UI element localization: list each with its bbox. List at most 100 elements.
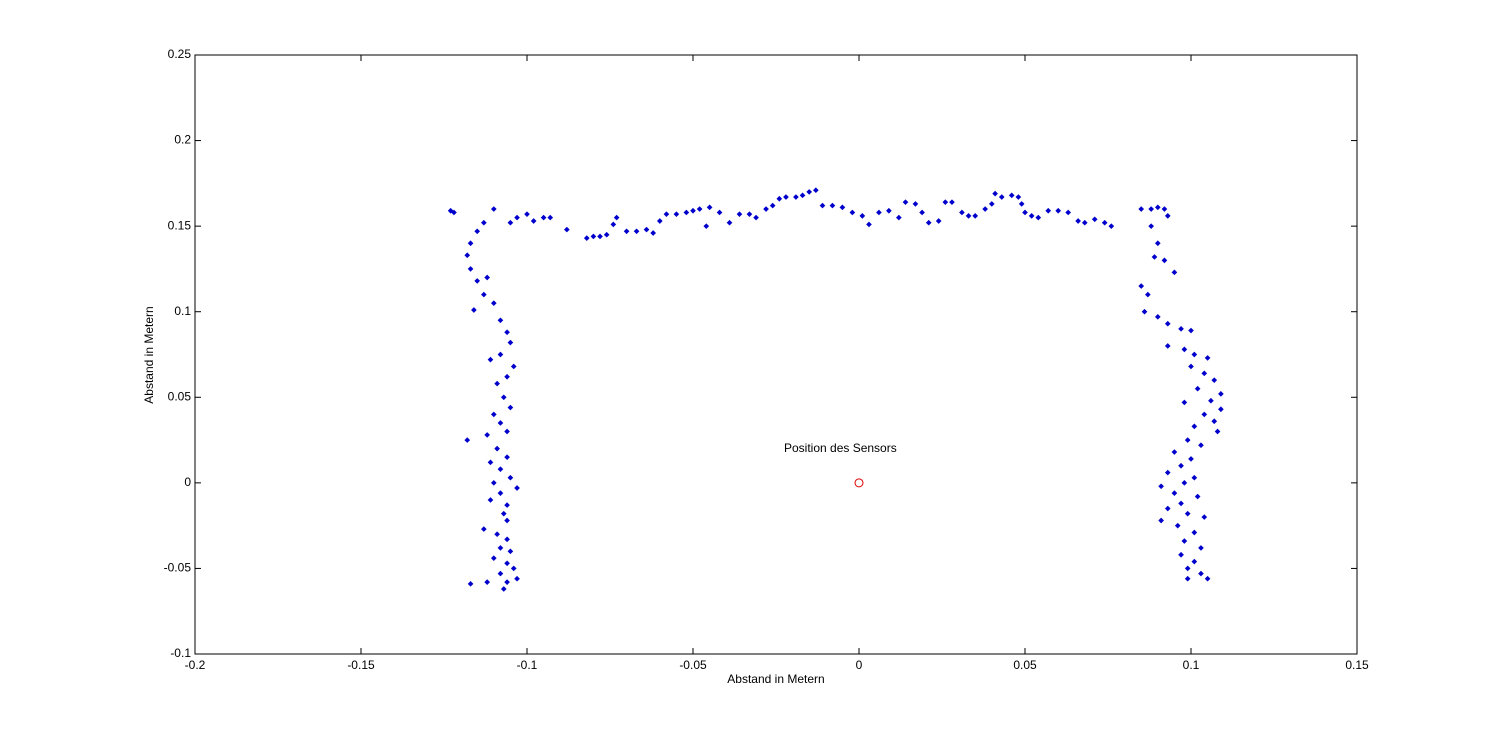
point (1075, 218, 1081, 224)
point (1194, 493, 1201, 500)
point (1164, 505, 1171, 512)
point (1141, 308, 1148, 315)
point (1178, 326, 1184, 332)
point (484, 432, 490, 438)
point (1164, 320, 1171, 327)
point (988, 201, 995, 207)
point (736, 211, 743, 217)
point (1188, 456, 1194, 462)
point (1201, 514, 1208, 520)
point (1171, 269, 1178, 276)
point (481, 291, 487, 298)
point (1022, 209, 1028, 216)
point (490, 300, 497, 306)
point (1161, 206, 1168, 212)
point (998, 194, 1005, 200)
point (487, 356, 494, 363)
point (1055, 207, 1062, 214)
point (1198, 545, 1204, 551)
point (1015, 194, 1022, 200)
point (1178, 462, 1184, 469)
point (481, 526, 487, 532)
point (1154, 314, 1161, 320)
point (776, 195, 783, 202)
point (1148, 223, 1154, 229)
point (590, 233, 597, 240)
sensor-point (854, 478, 864, 488)
point (965, 213, 972, 219)
point (650, 230, 656, 236)
point (849, 209, 856, 216)
point (497, 466, 504, 472)
point (514, 575, 520, 582)
point (1091, 216, 1098, 223)
y-tick-label: 0.25 (168, 47, 192, 61)
point (504, 560, 510, 567)
point (1204, 355, 1211, 361)
point (583, 235, 590, 241)
point (1191, 558, 1198, 565)
point (1138, 283, 1145, 289)
point (1188, 327, 1194, 334)
point (490, 555, 497, 561)
point (839, 204, 846, 211)
point (1171, 449, 1178, 455)
y-tick-label: 0.15 (168, 218, 192, 232)
point (769, 202, 776, 209)
point (1204, 575, 1211, 582)
point (1211, 418, 1218, 425)
point (467, 240, 474, 247)
point (1184, 575, 1191, 582)
x-tick-label: -0.05 (679, 658, 707, 672)
point (504, 428, 510, 435)
point (1191, 423, 1198, 430)
point (912, 201, 919, 207)
point (992, 190, 998, 197)
point (497, 545, 504, 551)
point (603, 231, 610, 238)
point (564, 226, 570, 233)
point (484, 274, 490, 281)
point (1081, 219, 1088, 226)
point (1035, 214, 1042, 221)
point (474, 228, 481, 235)
point (896, 214, 902, 221)
point (813, 187, 819, 194)
point (490, 411, 497, 418)
point (1178, 500, 1184, 507)
point (763, 206, 769, 212)
point (504, 579, 510, 585)
point (1171, 490, 1178, 496)
point (1214, 428, 1221, 435)
point (643, 226, 650, 233)
point (1191, 351, 1198, 358)
point (1208, 397, 1214, 404)
point (507, 474, 514, 481)
point (500, 586, 507, 592)
point (935, 218, 942, 224)
point (1218, 391, 1224, 397)
point (1181, 538, 1188, 544)
point (1018, 201, 1025, 207)
point (497, 570, 504, 577)
point (656, 218, 663, 224)
point (1028, 213, 1035, 219)
point (1198, 570, 1204, 577)
point (1101, 219, 1108, 226)
point (859, 213, 866, 219)
point (1174, 522, 1181, 529)
point (690, 207, 696, 214)
point (706, 204, 713, 211)
point (902, 199, 909, 206)
y-tick-label: 0.1 (174, 304, 191, 318)
point (1184, 565, 1191, 572)
point (597, 233, 603, 240)
point (1045, 207, 1052, 214)
point (673, 211, 680, 217)
point (1148, 206, 1154, 212)
y-tick-label: -0.05 (164, 561, 192, 575)
point (1201, 370, 1208, 377)
point (876, 209, 882, 216)
point (1198, 442, 1204, 449)
point (610, 221, 617, 228)
